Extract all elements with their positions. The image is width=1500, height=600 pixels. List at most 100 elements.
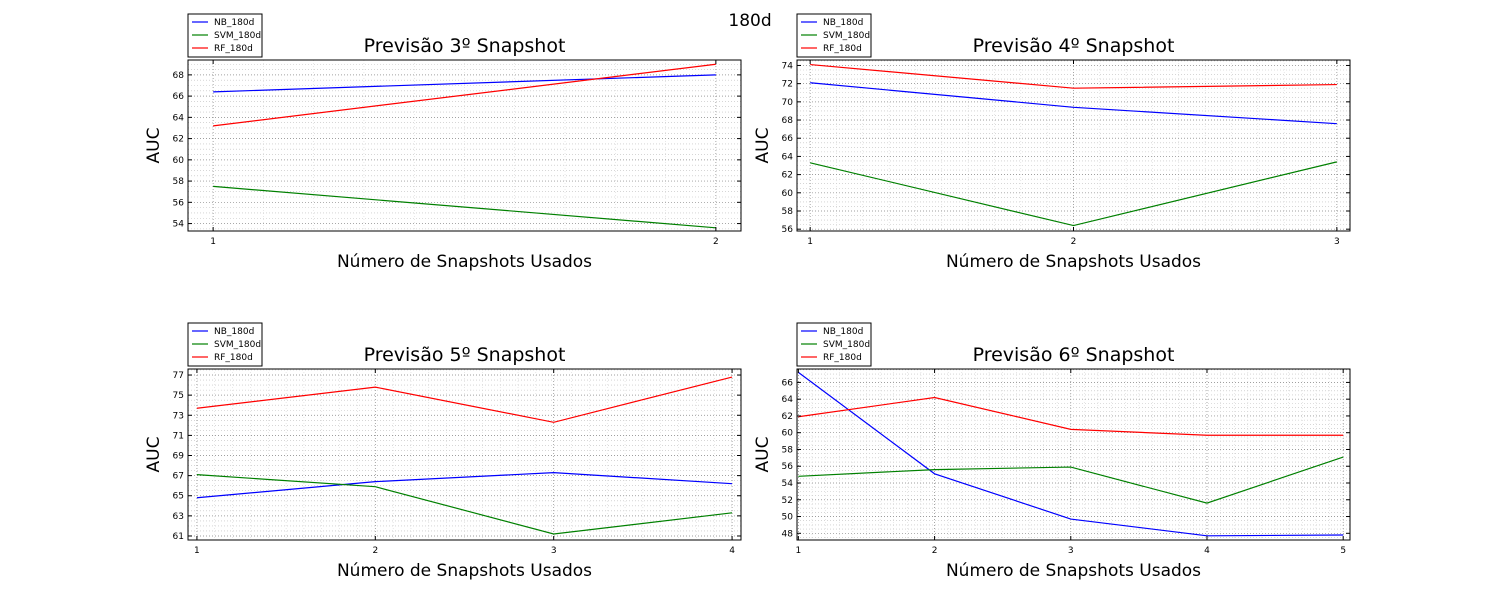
y-tick-label: 74 [782, 61, 794, 71]
data-point-NB_180d [714, 73, 717, 76]
y-tick-label: 62 [782, 412, 793, 422]
data-point-NB_180d [809, 81, 812, 84]
series-line-SVM_180d [798, 456, 1344, 504]
data-point-SVM_180d [374, 485, 377, 488]
y-axis-label: AUC [753, 437, 773, 473]
y-tick-label: 64 [782, 395, 794, 405]
x-tick-label: 3 [551, 546, 557, 556]
x-tick-label: 2 [372, 546, 378, 556]
data-point-NB_180d [730, 482, 733, 485]
data-point-RF_180d [730, 375, 733, 378]
y-tick-label: 68 [782, 116, 794, 126]
y-tick-label: 66 [782, 134, 794, 144]
legend: NB_180d SVM_180d RF_180d [187, 13, 263, 58]
y-tick-label: 69 [173, 452, 185, 462]
subplot-2: 56 58 60 62 64 66 68 70 72 74 1 2 3 Previsão 4º Snaps… [753, 13, 1351, 272]
y-tick-label: 58 [782, 445, 794, 455]
legend-entry: SVM_180d [823, 31, 870, 41]
x-tick-label: 1 [194, 546, 200, 556]
data-point-NB_180d [933, 472, 936, 475]
series-line-NB_180d [196, 472, 733, 499]
y-tick-label: 58 [782, 207, 794, 217]
subplot-4: 48 50 52 54 56 58 60 62 64 66 1 2 3 4 5 Previsão 6º Sna… [753, 322, 1351, 581]
y-tick-label: 73 [173, 411, 184, 421]
data-point-NB_180d [374, 480, 377, 483]
x-axis-label: Número de Snapshots Usados [337, 252, 592, 272]
subplot-1: 54 56 58 60 62 64 66 68 1 2 Previsão 3º Snapshot Nú… [144, 13, 742, 272]
legend-entry: RF_180d [214, 44, 253, 54]
data-point-RF_180d [374, 386, 377, 389]
x-tick-label: 1 [210, 237, 216, 247]
y-tick-label: 66 [782, 378, 794, 388]
y-axis-label: AUC [144, 437, 164, 473]
legend: NB_180d SVM_180d RF_180d [187, 322, 263, 367]
legend-entry: RF_180d [214, 353, 253, 363]
x-tick-label: 3 [1334, 237, 1340, 247]
data-point-RF_180d [1205, 434, 1208, 437]
plot-frame [796, 368, 1351, 541]
series-line-SVM_180d [196, 474, 733, 535]
legend-entry: NB_180d [823, 327, 863, 337]
y-tick-label: 77 [173, 371, 184, 381]
data-point-NB_180d [212, 90, 215, 93]
legend-entry: SVM_180d [214, 340, 261, 350]
x-tick-label: 5 [1340, 546, 1346, 556]
y-tick-label: 56 [782, 225, 794, 235]
y-tick-label: 71 [173, 431, 184, 441]
data-point-SVM_180d [552, 532, 555, 535]
data-point-SVM_180d [1342, 455, 1345, 458]
major-gridlines [188, 369, 741, 540]
y-tick-label: 64 [173, 113, 185, 123]
subplot-3: 61 63 65 67 69 71 73 75 77 1 2 3 4 Previsão 5º Snapsh… [144, 322, 742, 581]
y-tick-label: 58 [173, 177, 185, 187]
x-tick-label: 4 [1204, 546, 1210, 556]
x-tick-label: 2 [1071, 237, 1077, 247]
x-tick-label: 1 [795, 546, 801, 556]
chart-title: Previsão 5º Snapshot [364, 344, 566, 366]
series-line-SVM_180d [213, 185, 716, 229]
x-tick-label: 3 [1068, 546, 1074, 556]
x-tick-label: 2 [713, 237, 719, 247]
data-point-NB_180d [195, 496, 198, 499]
x-tick-label: 4 [729, 546, 735, 556]
y-tick-label: 56 [782, 462, 794, 472]
y-axis-label: AUC [753, 128, 773, 164]
legend-entry: SVM_180d [823, 340, 870, 350]
series-line-SVM_180d [810, 161, 1337, 227]
y-tick-label: 75 [173, 391, 184, 401]
plot-frame [187, 368, 742, 541]
y-tick-label: 50 [782, 513, 794, 523]
minor-gridlines-x [798, 369, 1344, 540]
legend-entry: NB_180d [214, 327, 254, 337]
major-gridlines [797, 60, 1350, 231]
series-line-RF_180d [798, 396, 1344, 436]
data-point-SVM_180d [1205, 502, 1208, 505]
y-tick-label: 63 [173, 512, 184, 522]
legend: NB_180d SVM_180d RF_180d [796, 322, 872, 367]
data-point-RF_180d [933, 396, 936, 399]
y-tick-label: 52 [782, 496, 793, 506]
data-point-RF_180d [1342, 434, 1345, 437]
series-line-NB_180d [810, 82, 1337, 125]
minor-gridlines-x [196, 369, 733, 540]
x-tick-label: 2 [932, 546, 938, 556]
data-point-SVM_180d [195, 473, 198, 476]
data-point-RF_180d [552, 421, 555, 424]
y-tick-label: 72 [782, 80, 793, 90]
figure-suptitle: 180d [728, 11, 771, 31]
chart-title: Previsão 6º Snapshot [973, 344, 1175, 366]
y-axis-label: AUC [144, 128, 164, 164]
data-point-RF_180d [1072, 87, 1075, 90]
data-point-NB_180d [552, 471, 555, 474]
y-tick-label: 66 [173, 92, 185, 102]
data-point-RF_180d [1069, 428, 1072, 431]
y-tick-label: 70 [782, 98, 794, 108]
data-point-SVM_180d [809, 161, 812, 164]
chart-title: Previsão 4º Snapshot [973, 35, 1175, 57]
legend-entry: NB_180d [214, 18, 254, 28]
data-point-RF_180d [1335, 83, 1338, 86]
minor-gridlines-y [797, 60, 1350, 230]
chart-title: Previsão 3º Snapshot [364, 35, 566, 57]
x-axis-label: Número de Snapshots Usados [337, 561, 592, 581]
y-tick-label: 62 [173, 135, 184, 145]
